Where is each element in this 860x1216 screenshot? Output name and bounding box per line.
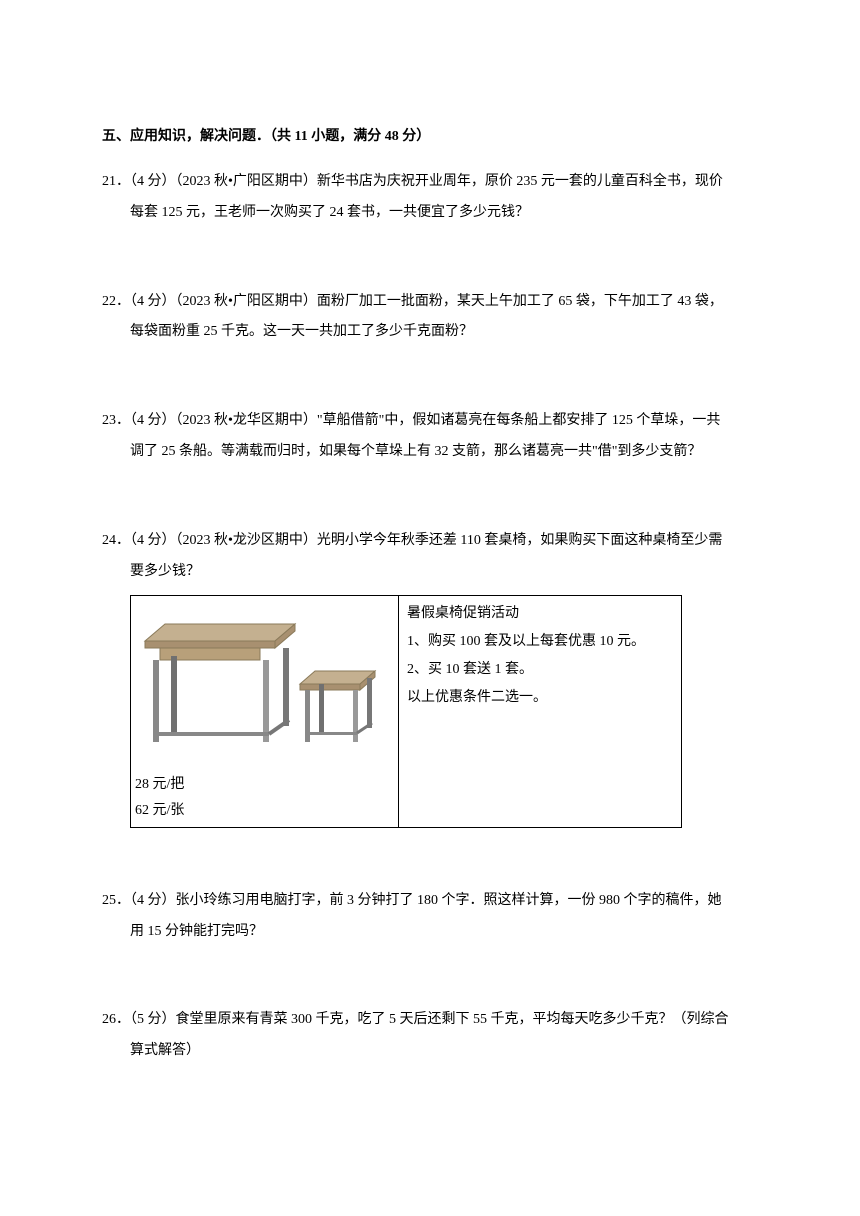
question-source: （2023 秋•龙沙区期中） — [176, 533, 317, 548]
question-number: 24． — [102, 533, 130, 548]
question-24: 24．（4 分）（2023 秋•龙沙区期中）光明小学今年秋季还差 110 套桌椅… — [102, 526, 758, 828]
question-21: 21．（4 分）（2023 秋•广阳区期中）新华书店为庆祝开业周年，原价 235… — [102, 167, 758, 229]
section-header: 五、应用知识，解决问题．（共 11 小题，满分 48 分） — [102, 125, 758, 145]
question-number: 26． — [102, 1012, 130, 1027]
question-text: 面粉厂加工一批面粉，某天上午加工了 65 袋，下午加工了 43 袋， — [317, 294, 723, 309]
question-22: 22．（4 分）（2023 秋•广阳区期中）面粉厂加工一批面粉，某天上午加工了 … — [102, 287, 758, 349]
question-text-line2: 用 15 分钟能打完吗？ — [102, 917, 758, 948]
question-text-line2: 调了 25 条船。等满载而归时，如果每个草垛上有 32 支箭，那么诸葛亮一共"借… — [102, 437, 758, 468]
question-points: （4 分） — [130, 893, 176, 908]
question-points: （5 分） — [130, 1012, 176, 1027]
promo-title: 暑假桌椅促销活动 — [407, 600, 673, 628]
question-text-line2: 算式解答） — [102, 1036, 758, 1067]
promo-line3: 以上优惠条件二选一。 — [407, 684, 673, 712]
question-text: 新华书店为庆祝开业周年，原价 235 元一套的儿童百科全书，现价 — [317, 174, 723, 189]
question-26: 26．（5 分）食堂里原来有青菜 300 千克，吃了 5 天后还剩下 55 千克… — [102, 1005, 758, 1067]
image-cell: 28 元/把 62 元/张 — [131, 596, 399, 827]
question-text: 光明小学今年秋季还差 110 套桌椅，如果购买下面这种桌椅至少需 — [317, 533, 722, 548]
question-text: 食堂里原来有青菜 300 千克，吃了 5 天后还剩下 55 千克，平均每天吃多少… — [176, 1012, 729, 1027]
question-text-line2: 每套 125 元，王老师一次购买了 24 套书，一共便宜了多少元钱？ — [102, 198, 758, 229]
price-chair: 28 元/把 — [135, 772, 394, 797]
question-number: 25． — [102, 893, 130, 908]
question-points: （4 分） — [130, 174, 176, 189]
promo-table-container: 28 元/把 62 元/张 暑假桌椅促销活动 1、购买 100 套及以上每套优惠… — [130, 595, 758, 827]
question-source: （2023 秋•广阳区期中） — [176, 294, 317, 309]
question-text: "草船借箭"中，假如诸葛亮在每条船上都安排了 125 个草垛，一共 — [317, 413, 720, 428]
question-points: （4 分） — [130, 533, 176, 548]
table-row: 28 元/把 62 元/张 暑假桌椅促销活动 1、购买 100 套及以上每套优惠… — [131, 596, 682, 827]
promo-table: 28 元/把 62 元/张 暑假桌椅促销活动 1、购买 100 套及以上每套优惠… — [130, 595, 682, 827]
price-desk: 62 元/张 — [135, 798, 394, 823]
question-text: 张小玲练习用电脑打字，前 3 分钟打了 180 个字．照这样计算，一份 980 … — [176, 893, 722, 908]
question-number: 21． — [102, 174, 130, 189]
promo-line1: 1、购买 100 套及以上每套优惠 10 元。 — [407, 628, 673, 656]
question-text-line2: 要多少钱？ — [102, 557, 758, 588]
desk-chair-image — [135, 606, 393, 761]
question-number: 22． — [102, 294, 130, 309]
promo-cell: 暑假桌椅促销活动 1、购买 100 套及以上每套优惠 10 元。 2、买 10 … — [398, 596, 681, 827]
question-source: （2023 秋•广阳区期中） — [176, 174, 317, 189]
question-number: 23． — [102, 413, 130, 428]
question-points: （4 分） — [130, 294, 176, 309]
question-23: 23．（4 分）（2023 秋•龙华区期中）"草船借箭"中，假如诸葛亮在每条船上… — [102, 406, 758, 468]
question-source: （2023 秋•龙华区期中） — [176, 413, 317, 428]
question-points: （4 分） — [130, 413, 176, 428]
question-25: 25．（4 分）张小玲练习用电脑打字，前 3 分钟打了 180 个字．照这样计算… — [102, 886, 758, 948]
promo-line2: 2、买 10 套送 1 套。 — [407, 656, 673, 684]
question-text-line2: 每袋面粉重 25 千克。这一天一共加工了多少千克面粉？ — [102, 317, 758, 348]
